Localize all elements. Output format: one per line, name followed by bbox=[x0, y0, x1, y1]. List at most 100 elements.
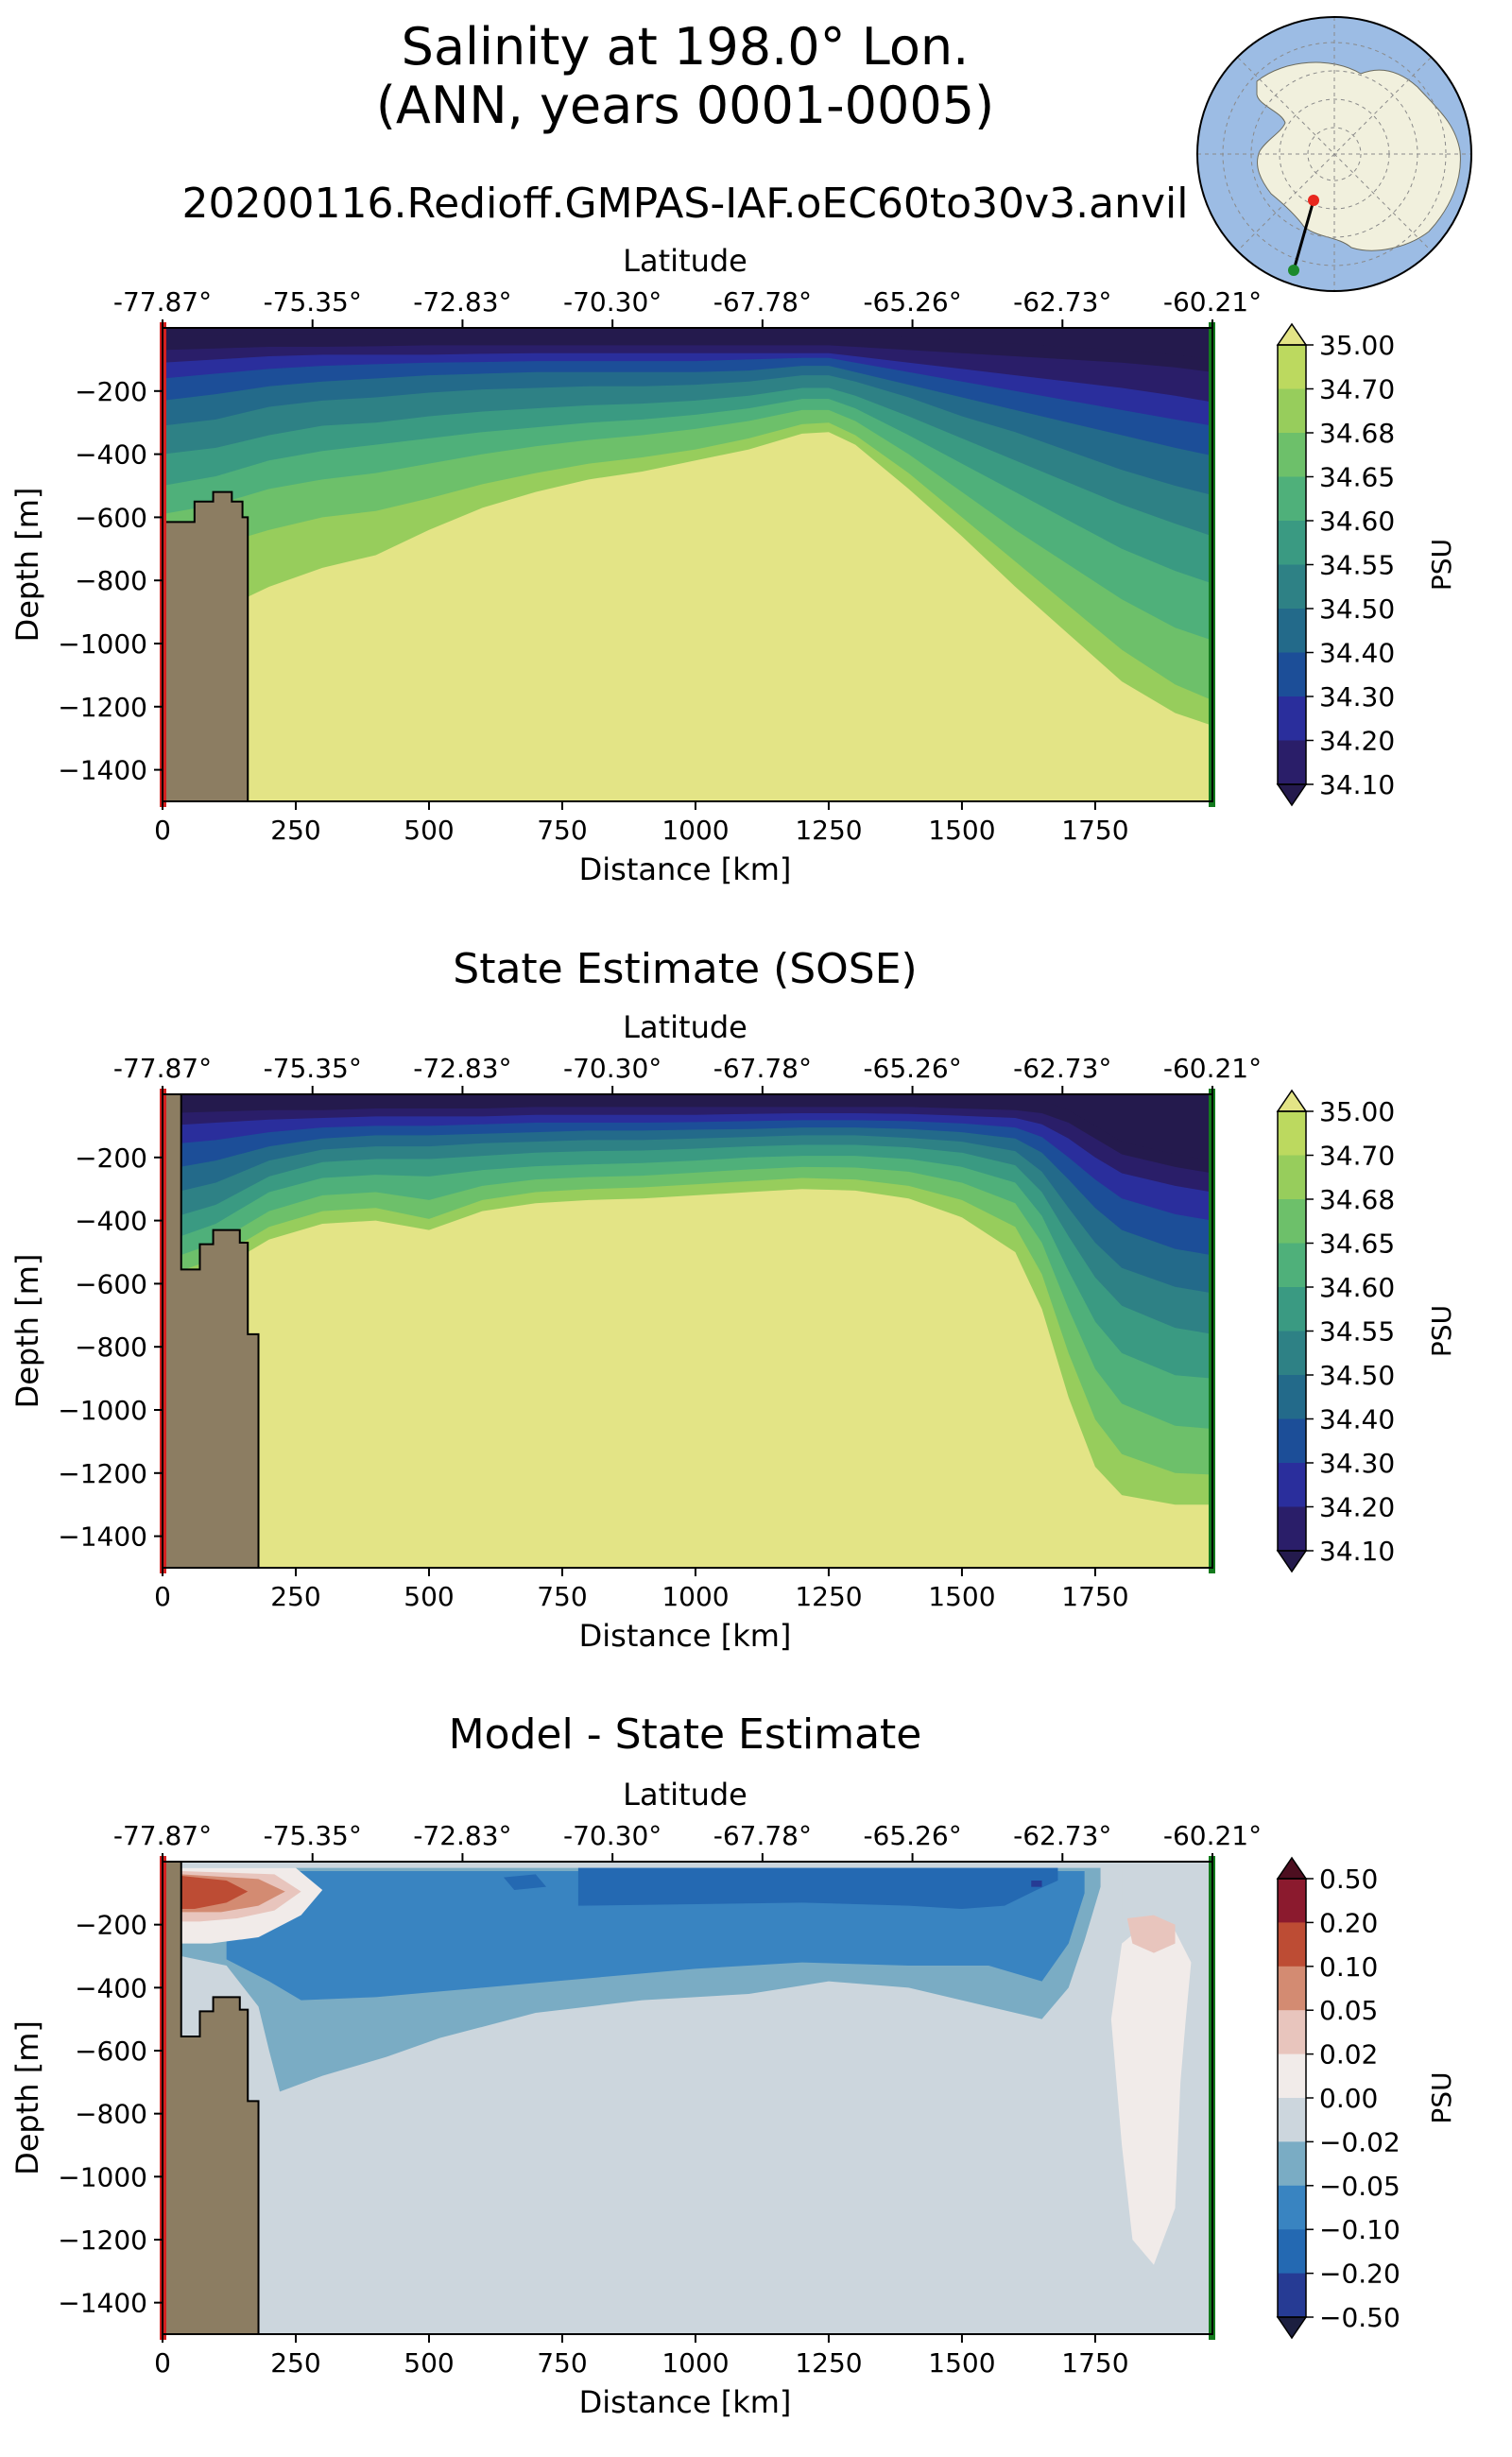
x-tick-label: 1750 bbox=[1061, 1581, 1128, 1612]
colorbar-tick-label: 34.50 bbox=[1319, 1360, 1395, 1391]
x-tick-label: 500 bbox=[404, 815, 454, 846]
y-tick-label: −400 bbox=[75, 439, 147, 471]
panel-3: Model - State Estimate 0 250 500 750 1000 1250… bbox=[9, 1710, 1457, 2420]
diff-region-11 bbox=[1031, 1881, 1042, 1887]
y-axis-label: Depth [m] bbox=[9, 1254, 45, 1409]
colorbar-band bbox=[1278, 2185, 1306, 2230]
contour-band-34.60 bbox=[163, 1094, 1212, 1379]
contour-band-34.65 bbox=[163, 1094, 1212, 1430]
lat-tick-label: -60.21° bbox=[1163, 286, 1262, 318]
top-axis-label: Latitude bbox=[623, 1777, 747, 1813]
colorbar-tick-label: 35.00 bbox=[1319, 1096, 1395, 1127]
colorbar-band bbox=[1278, 1287, 1306, 1332]
x-tick-label: 750 bbox=[537, 1581, 587, 1612]
x-tick-label: 0 bbox=[154, 2347, 171, 2379]
colorbar-extend-top bbox=[1276, 1089, 1308, 1112]
diff-region-4 bbox=[577, 1867, 1058, 1909]
panel-title: Model - State Estimate bbox=[449, 1710, 922, 1759]
x-tick-label: 1000 bbox=[662, 2347, 729, 2379]
colorbar-band bbox=[1278, 345, 1306, 389]
panel-title: 20200116.Redioff.GMPAS-IAF.oEC60to30v3.a… bbox=[182, 180, 1189, 228]
seafloor bbox=[163, 490, 249, 801]
colorbar-tick-label: 34.30 bbox=[1319, 681, 1395, 713]
x-axis-label: Distance [km] bbox=[579, 851, 792, 887]
colorbar-band bbox=[1278, 2010, 1306, 2055]
y-tick-label: −1400 bbox=[58, 755, 147, 786]
colorbar-tick-label: −0.10 bbox=[1319, 2214, 1400, 2245]
colorbar-band bbox=[1278, 564, 1306, 610]
diff-region-8 bbox=[180, 1876, 249, 1909]
x-axis-label: Distance [km] bbox=[579, 1618, 792, 1654]
contour-band-surface bbox=[163, 1094, 1212, 1161]
x-tick-label: 250 bbox=[270, 1581, 320, 1612]
plot-frame bbox=[162, 1093, 1213, 1569]
y-tick-label: −1000 bbox=[58, 628, 147, 660]
colorbar-band bbox=[1278, 609, 1306, 653]
panels: 20200116.Redioff.GMPAS-IAF.oEC60to30v3.a… bbox=[9, 180, 1457, 2420]
colorbar-band bbox=[1278, 388, 1306, 434]
colorbar-tick-label: 34.65 bbox=[1319, 1228, 1395, 1260]
colorbar-extend-bottom bbox=[1276, 783, 1308, 807]
panel-1-field bbox=[163, 328, 1212, 801]
x-tick-label: 250 bbox=[270, 2347, 320, 2379]
lat-tick-label: -67.78° bbox=[713, 1053, 812, 1084]
colorbar-band bbox=[1278, 2141, 1306, 2187]
lat-tick-label: -77.87° bbox=[113, 1820, 212, 1851]
lat-tick-label: -75.35° bbox=[264, 1053, 362, 1084]
colorbar-band bbox=[1278, 476, 1306, 522]
x-tick-label: 1500 bbox=[928, 1581, 995, 1612]
colorbar-tick-label: 34.60 bbox=[1319, 506, 1395, 537]
plot-frame bbox=[162, 327, 1213, 802]
y-tick-label: −1200 bbox=[58, 1458, 147, 1489]
lat-tick-label: -65.26° bbox=[863, 286, 961, 318]
lat-tick-label: -62.73° bbox=[1013, 286, 1111, 318]
y-tick-label: −1200 bbox=[58, 2225, 147, 2256]
colorbar-band bbox=[1278, 1506, 1306, 1552]
x-axis-label: Distance [km] bbox=[579, 2384, 792, 2420]
y-tick-label: −800 bbox=[75, 565, 147, 596]
inset-section-start-marker bbox=[1308, 195, 1319, 206]
y-tick-label: −800 bbox=[75, 2099, 147, 2130]
y-tick-label: −1200 bbox=[58, 692, 147, 723]
lat-tick-label: -65.26° bbox=[863, 1820, 961, 1851]
y-tick-label: −1000 bbox=[58, 2161, 147, 2192]
colorbar-band bbox=[1278, 521, 1306, 565]
x-tick-label: 1750 bbox=[1061, 815, 1128, 846]
contour-band-34.50 bbox=[163, 1094, 1212, 1294]
contour-band-34.55 bbox=[163, 1094, 1212, 1334]
x-tick-label: 1500 bbox=[928, 815, 995, 846]
y-tick-label: −600 bbox=[75, 502, 147, 533]
lat-tick-label: -60.21° bbox=[1163, 1053, 1262, 1084]
colorbar-tick-label: 0.10 bbox=[1319, 1951, 1378, 1983]
x-tick-label: 500 bbox=[404, 1581, 454, 1612]
colorbar-tick-label: 34.30 bbox=[1319, 1448, 1395, 1479]
colorbar-extend-top bbox=[1276, 1856, 1308, 1880]
colorbar-tick-label: 0.20 bbox=[1319, 1907, 1378, 1938]
inset-antarctica-land bbox=[1256, 61, 1461, 251]
top-axis-label: Latitude bbox=[623, 243, 747, 279]
colorbar-tick-label: 34.20 bbox=[1319, 1492, 1395, 1523]
y-tick-label: −1000 bbox=[58, 1395, 147, 1426]
x-tick-label: 750 bbox=[537, 815, 587, 846]
lat-tick-label: -77.87° bbox=[113, 1053, 212, 1084]
lat-tick-label: -62.73° bbox=[1013, 1053, 1111, 1084]
inset-section-line bbox=[1292, 199, 1315, 271]
panel-2-field bbox=[163, 1094, 1212, 1568]
colorbar-tick-label: 0.02 bbox=[1319, 2039, 1378, 2070]
lat-tick-label: -72.83° bbox=[413, 1053, 511, 1084]
y-axis-label: Depth [m] bbox=[9, 2020, 45, 2175]
colorbar-band bbox=[1278, 2053, 1306, 2099]
x-tick-label: 750 bbox=[537, 2347, 587, 2379]
colorbar-band bbox=[1278, 1243, 1306, 1288]
lat-tick-label: -75.35° bbox=[264, 1820, 362, 1851]
colorbar-tick-label: 34.55 bbox=[1319, 1316, 1395, 1348]
y-tick-label: −200 bbox=[75, 376, 147, 407]
lat-tick-label: -75.35° bbox=[264, 286, 362, 318]
panel-2: State Estimate (SOSE) 0 250 500 750 1000 1250 1… bbox=[9, 945, 1457, 1654]
colorbar-band bbox=[1278, 696, 1306, 741]
lat-tick-label: -67.78° bbox=[713, 1820, 812, 1851]
colorbar-label: PSU bbox=[1426, 539, 1457, 591]
panel-3-field bbox=[163, 1862, 1212, 2334]
lat-tick-label: -60.21° bbox=[1163, 1820, 1262, 1851]
lat-tick-label: -70.30° bbox=[563, 1820, 662, 1851]
